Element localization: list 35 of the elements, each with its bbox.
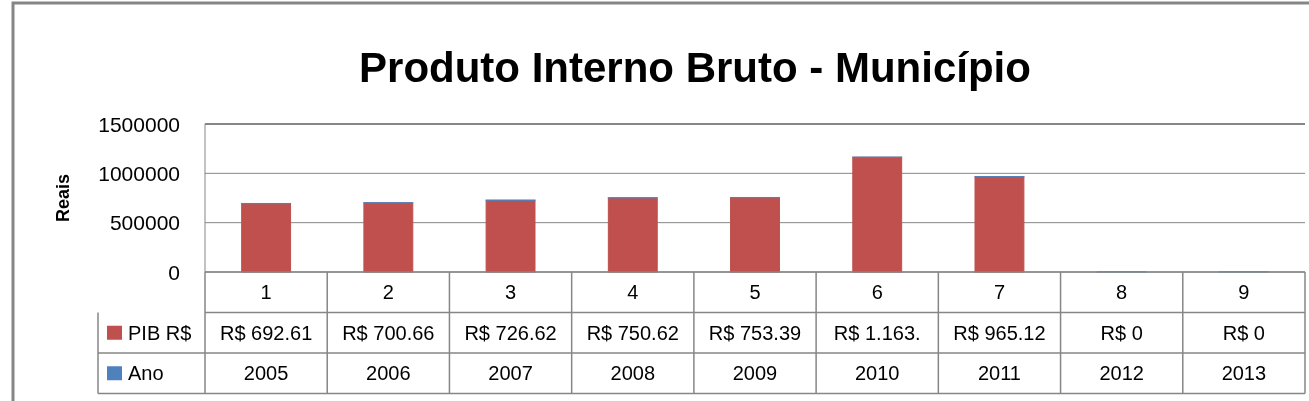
y-tick-label: 500000 <box>109 211 180 235</box>
data-label: R$ 0 <box>1222 321 1266 344</box>
data-label: 2013 <box>1221 362 1267 385</box>
data-label: R$ 965.12 <box>953 321 1046 344</box>
data-label: 2006 <box>366 362 411 385</box>
chart-title: Produto Interno Bruto - Município <box>359 44 1031 91</box>
legend-label: Ano <box>128 362 164 385</box>
data-label: R$ 726.62 <box>464 321 557 344</box>
x-tick-label: 7 <box>993 281 1006 304</box>
data-label: R$ 692.61 <box>219 321 313 344</box>
x-tick-label: 2 <box>382 281 394 304</box>
y-tick-label: 0 <box>168 260 180 284</box>
x-tick-label: 4 <box>627 281 639 304</box>
data-label: 2011 <box>977 362 1021 385</box>
data-label: 2008 <box>610 362 656 385</box>
data-label: 2007 <box>488 362 533 385</box>
x-tick-label: 6 <box>871 281 883 304</box>
x-tick-label: 8 <box>1116 281 1128 304</box>
data-label: 2009 <box>732 362 778 385</box>
x-tick-label: 3 <box>504 281 517 304</box>
x-tick-label: 5 <box>749 281 761 304</box>
data-label: R$ 0 <box>1100 321 1143 344</box>
data-label: R$ 753.39 <box>708 321 802 344</box>
data-label: 2010 <box>854 362 900 385</box>
legend-label: PIB R$ <box>128 321 192 344</box>
y-tick-label: 1500000 <box>98 112 180 136</box>
data-label: R$ 750.62 <box>586 321 679 344</box>
data-label: 2012 <box>1099 362 1144 385</box>
x-tick-label: 9 <box>1238 281 1250 304</box>
y-axis-title: Reais <box>53 173 73 223</box>
data-label: 2005 <box>243 362 289 385</box>
data-label: R$ 700.66 <box>342 321 435 344</box>
data-label: R$ 1.163. <box>833 321 921 344</box>
y-tick-label: 1000000 <box>98 161 180 185</box>
x-tick-label: 1 <box>260 281 272 304</box>
